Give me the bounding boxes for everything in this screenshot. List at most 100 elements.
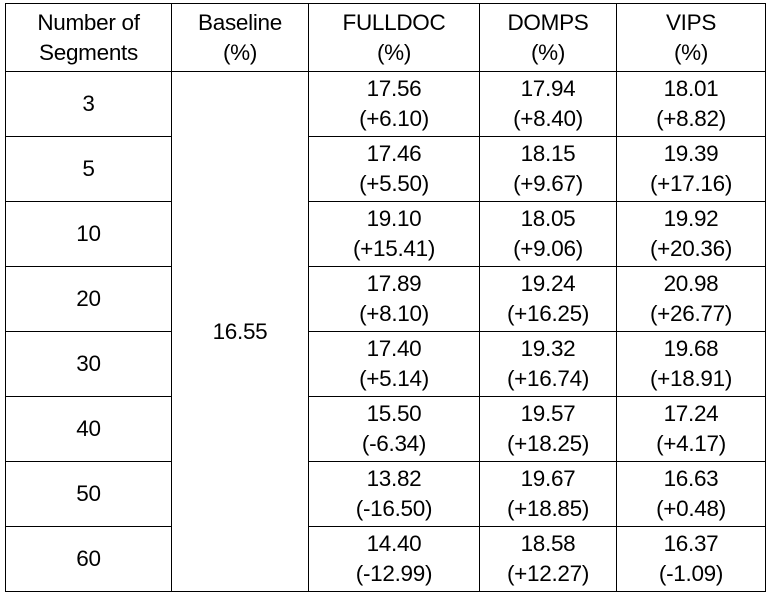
domps-value: 18.58 [520, 531, 576, 556]
segments-cell: 40 [5, 396, 172, 462]
header-vips: VIPS (%) [616, 3, 766, 72]
domps-cell: 19.32 (+16.74) [479, 331, 617, 397]
vips-cell: 18.01 (+8.82) [616, 71, 766, 137]
header-line: VIPS [665, 9, 717, 35]
domps-value: 18.05 [520, 206, 576, 231]
segments-cell: 3 [5, 71, 172, 137]
segments-cell: 50 [5, 461, 172, 527]
table-row: 10 19.10 (+15.41) 18.05 (+9.06) 19.92 (+20.… [5, 201, 766, 267]
domps-cell: 18.05 (+9.06) [479, 201, 617, 267]
header-fulldoc: FULLDOC (%) [308, 3, 480, 72]
domps-cell: 17.94 (+8.40) [479, 71, 617, 137]
fulldoc-delta: (+5.14) [359, 366, 429, 391]
header-line: (%) [222, 39, 258, 65]
segments-cell: 20 [5, 266, 172, 332]
domps-value: 19.32 [520, 336, 576, 361]
fulldoc-value: 19.10 [366, 206, 422, 231]
vips-delta: (+17.16) [649, 171, 733, 196]
header-line: FULLDOC [342, 9, 446, 35]
fulldoc-value: 17.56 [366, 76, 422, 101]
header-line: Baseline [198, 9, 282, 35]
table-row: 20 17.89 (+8.10) 19.24 (+16.25) 20.98 (+26.… [5, 266, 766, 332]
vips-cell: 16.37 (-1.09) [616, 526, 766, 592]
domps-cell: 19.67 (+18.85) [479, 461, 617, 527]
fulldoc-cell: 17.89 (+8.10) [308, 266, 480, 332]
vips-cell: 20.98 (+26.77) [616, 266, 766, 332]
header-line: Number of [37, 9, 140, 35]
fulldoc-value: 17.89 [366, 271, 422, 296]
fulldoc-cell: 17.56 (+6.10) [308, 71, 480, 137]
header-line: (%) [376, 39, 412, 65]
fulldoc-value: 14.40 [366, 531, 422, 556]
fulldoc-delta: (+5.50) [359, 171, 429, 196]
fulldoc-delta: (+6.10) [359, 106, 429, 131]
vips-cell: 19.39 (+17.16) [616, 136, 766, 202]
segments-cell: 10 [5, 201, 172, 267]
domps-cell: 18.58 (+12.27) [479, 526, 617, 592]
segments-cell: 5 [5, 136, 172, 202]
domps-value: 18.15 [520, 141, 576, 166]
fulldoc-value: 15.50 [366, 401, 422, 426]
fulldoc-cell: 17.46 (+5.50) [308, 136, 480, 202]
domps-delta: (+18.25) [506, 431, 590, 456]
table-row: 5 17.46 (+5.50) 18.15 (+9.67) 19.39 (+17.16… [5, 136, 766, 202]
domps-value: 19.67 [520, 466, 576, 491]
header-segments: Number of Segments [5, 3, 172, 72]
fulldoc-value: 17.40 [366, 336, 422, 361]
table-row: 3 16.55 17.56 (+6.10) 17.94 (+8.40) 18.01 (… [5, 71, 766, 592]
vips-cell: 19.68 (+18.91) [616, 331, 766, 397]
vips-delta: (+20.36) [649, 236, 733, 261]
domps-delta: (+16.25) [506, 301, 590, 326]
header-line: (%) [530, 39, 566, 65]
vips-cell: 16.63 (+0.48) [616, 461, 766, 527]
vips-value: 19.39 [663, 141, 719, 166]
header-row: Number of Segments Baseline (%) FULLDOC … [5, 3, 766, 72]
fulldoc-value: 17.46 [366, 141, 422, 166]
domps-delta: (+9.67) [513, 171, 583, 196]
vips-value: 17.24 [663, 401, 719, 426]
vips-cell: 19.92 (+20.36) [616, 201, 766, 267]
domps-delta: (+9.06) [513, 236, 583, 261]
domps-cell: 18.15 (+9.67) [479, 136, 617, 202]
header-line: DOMPS [507, 9, 589, 35]
domps-cell: 19.57 (+18.25) [479, 396, 617, 462]
vips-cell: 17.24 (+4.17) [616, 396, 766, 462]
table-row: 30 17.40 (+5.14) 19.32 (+16.74) 19.68 (+18.… [5, 331, 766, 397]
vips-value: 19.68 [663, 336, 719, 361]
fulldoc-cell: 19.10 (+15.41) [308, 201, 480, 267]
domps-delta: (+8.40) [513, 106, 583, 131]
table-row: 60 14.40 (-12.99) 18.58 (+12.27) 16.37 (-1.… [5, 526, 766, 592]
vips-delta: (+8.82) [656, 106, 726, 131]
table-row: 50 13.82 (-16.50) 19.67 (+18.85) 16.63 (+0.… [5, 461, 766, 527]
vips-delta: (+26.77) [649, 301, 733, 326]
vips-value: 18.01 [663, 76, 719, 101]
domps-cell: 19.24 (+16.25) [479, 266, 617, 332]
vips-delta: (-1.09) [658, 561, 724, 586]
fulldoc-cell: 14.40 (-12.99) [308, 526, 480, 592]
domps-value: 19.24 [520, 271, 576, 296]
fulldoc-value: 13.82 [366, 466, 422, 491]
domps-delta: (+12.27) [506, 561, 590, 586]
fulldoc-cell: 15.50 (-6.34) [308, 396, 480, 462]
fulldoc-delta: (+15.41) [352, 236, 436, 261]
header-domps: DOMPS (%) [479, 3, 617, 72]
header-line: Segments [39, 39, 138, 65]
header-baseline: Baseline (%) [171, 3, 309, 72]
header-line: (%) [673, 39, 709, 65]
fulldoc-delta: (+8.10) [359, 301, 429, 326]
domps-delta: (+18.85) [506, 496, 590, 521]
vips-delta: (+4.17) [656, 431, 726, 456]
fulldoc-delta: (-16.50) [355, 496, 433, 521]
vips-delta: (+0.48) [656, 496, 726, 521]
vips-value: 16.63 [663, 466, 719, 491]
domps-value: 19.57 [520, 401, 576, 426]
fulldoc-cell: 17.40 (+5.14) [308, 331, 480, 397]
fulldoc-delta: (-6.34) [361, 431, 427, 456]
fulldoc-delta: (-12.99) [355, 561, 433, 586]
fulldoc-cell: 13.82 (-16.50) [308, 461, 480, 527]
domps-value: 17.94 [520, 76, 576, 101]
baseline-cell: 16.55 [171, 71, 309, 592]
table-row: 40 15.50 (-6.34) 19.57 (+18.25) 17.24 (+4.1… [5, 396, 766, 462]
vips-delta: (+18.91) [649, 366, 733, 391]
segments-cell: 60 [5, 526, 172, 592]
